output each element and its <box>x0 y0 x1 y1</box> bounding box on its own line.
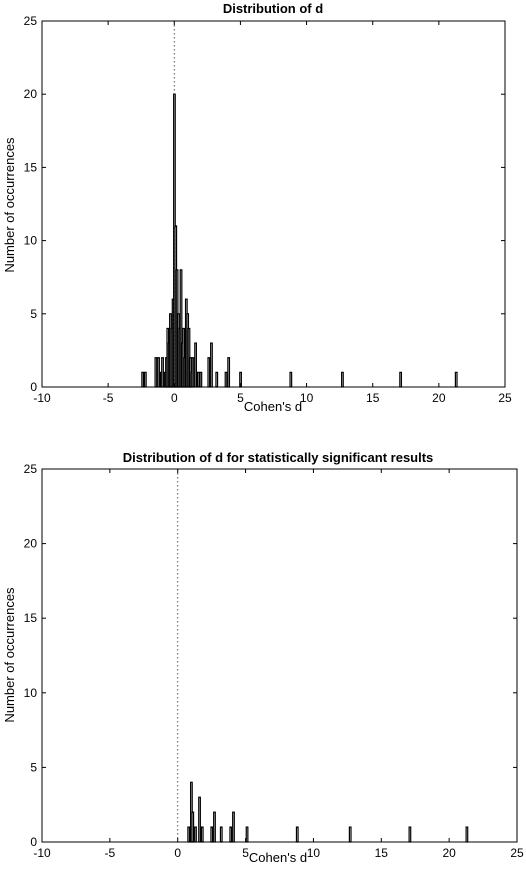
histogram-bar <box>348 826 352 843</box>
y-tick-label: 5 <box>30 307 37 321</box>
histogram-bar <box>210 826 214 843</box>
x-tick-label: -10 <box>33 846 51 860</box>
histogram-bar <box>232 811 235 843</box>
histogram-bar <box>227 357 231 388</box>
histogram-bar <box>245 826 249 843</box>
histogram-bar <box>408 826 412 843</box>
histogram-bar <box>187 826 191 843</box>
bars <box>187 781 469 843</box>
histogram-bar <box>194 826 197 843</box>
x-tick-label: 15 <box>366 391 380 405</box>
y-tick-label: 25 <box>24 14 38 28</box>
chart-title: Distribution of d <box>223 1 323 16</box>
histogram-bar <box>196 371 200 388</box>
x-tick-label: 15 <box>375 846 389 860</box>
y-tick-label: 25 <box>24 462 38 476</box>
y-tick-label: 0 <box>30 380 37 394</box>
chart-top: Distribution of d Cohen's d Number of oc… <box>2 1 512 414</box>
histogram-bar <box>198 796 201 843</box>
y-tick-label: 10 <box>24 234 38 248</box>
histogram-bar <box>213 811 216 843</box>
histogram-bar <box>157 357 160 388</box>
bars <box>141 93 458 388</box>
plot-frame <box>41 468 518 843</box>
histogram-bar <box>219 826 223 843</box>
histogram-bar <box>199 371 203 388</box>
x-tick-label: 20 <box>442 846 456 860</box>
y-axis-label: Number of occurrences <box>2 137 17 273</box>
x-tick-label: -10 <box>33 391 51 405</box>
histogram-bar <box>295 826 299 843</box>
x-tick-label: 0 <box>174 846 181 860</box>
y-tick-label: 20 <box>24 537 38 551</box>
histogram-bar <box>399 371 403 388</box>
histogram-bar <box>465 826 469 843</box>
histogram-bar <box>289 371 293 388</box>
histogram-bar <box>191 811 195 843</box>
histogram-bar <box>161 357 164 388</box>
histogram-bar <box>194 342 197 388</box>
histogram-bar <box>454 371 458 388</box>
x-axis-label: Cohen's d <box>244 399 302 414</box>
x-tick-label: -5 <box>103 391 114 405</box>
y-tick-label: 0 <box>30 835 37 849</box>
histogram-bar <box>207 357 211 388</box>
histogram-bar <box>224 371 228 388</box>
x-tick-label: 0 <box>171 391 178 405</box>
x-tick-label: 5 <box>242 846 249 860</box>
chart-bottom: Distribution of d for statistically sign… <box>2 450 524 865</box>
x-tick-label: 10 <box>307 846 321 860</box>
chart-title: Distribution of d for statistically sign… <box>123 450 434 465</box>
y-tick-label: 20 <box>24 87 38 101</box>
histogram-bar <box>154 357 158 388</box>
y-tick-label: 10 <box>24 686 38 700</box>
x-axis-label: Cohen's d <box>249 850 307 865</box>
histogram-bar <box>215 371 219 388</box>
histogram-bar <box>143 371 147 388</box>
histogram-bar <box>191 357 195 388</box>
x-tick-label: 10 <box>300 391 314 405</box>
histogram-bar <box>341 371 344 388</box>
histogram-bar <box>210 342 213 388</box>
y-tick-label: 15 <box>24 611 38 625</box>
plot-frame <box>41 20 506 388</box>
x-tick-label: 25 <box>510 846 524 860</box>
histogram-bar <box>229 826 233 843</box>
x-tick-label: 5 <box>237 391 244 405</box>
histogram-bar <box>141 371 145 388</box>
x-tick-label: 20 <box>432 391 446 405</box>
y-axis-label: Number of occurrences <box>2 587 17 723</box>
histogram-bar <box>200 826 204 843</box>
x-tick-label: -5 <box>105 846 116 860</box>
y-tick-label: 15 <box>24 160 38 174</box>
y-tick-label: 5 <box>30 760 37 774</box>
x-tick-label: 25 <box>498 391 512 405</box>
